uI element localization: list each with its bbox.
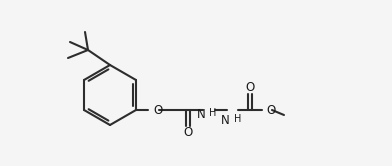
Text: H: H bbox=[234, 114, 241, 124]
Text: N: N bbox=[197, 108, 206, 121]
Text: N: N bbox=[221, 114, 230, 127]
Text: O: O bbox=[245, 81, 255, 93]
Text: O: O bbox=[153, 103, 162, 117]
Text: O: O bbox=[266, 103, 275, 117]
Text: H: H bbox=[209, 108, 216, 118]
Text: O: O bbox=[183, 126, 192, 139]
